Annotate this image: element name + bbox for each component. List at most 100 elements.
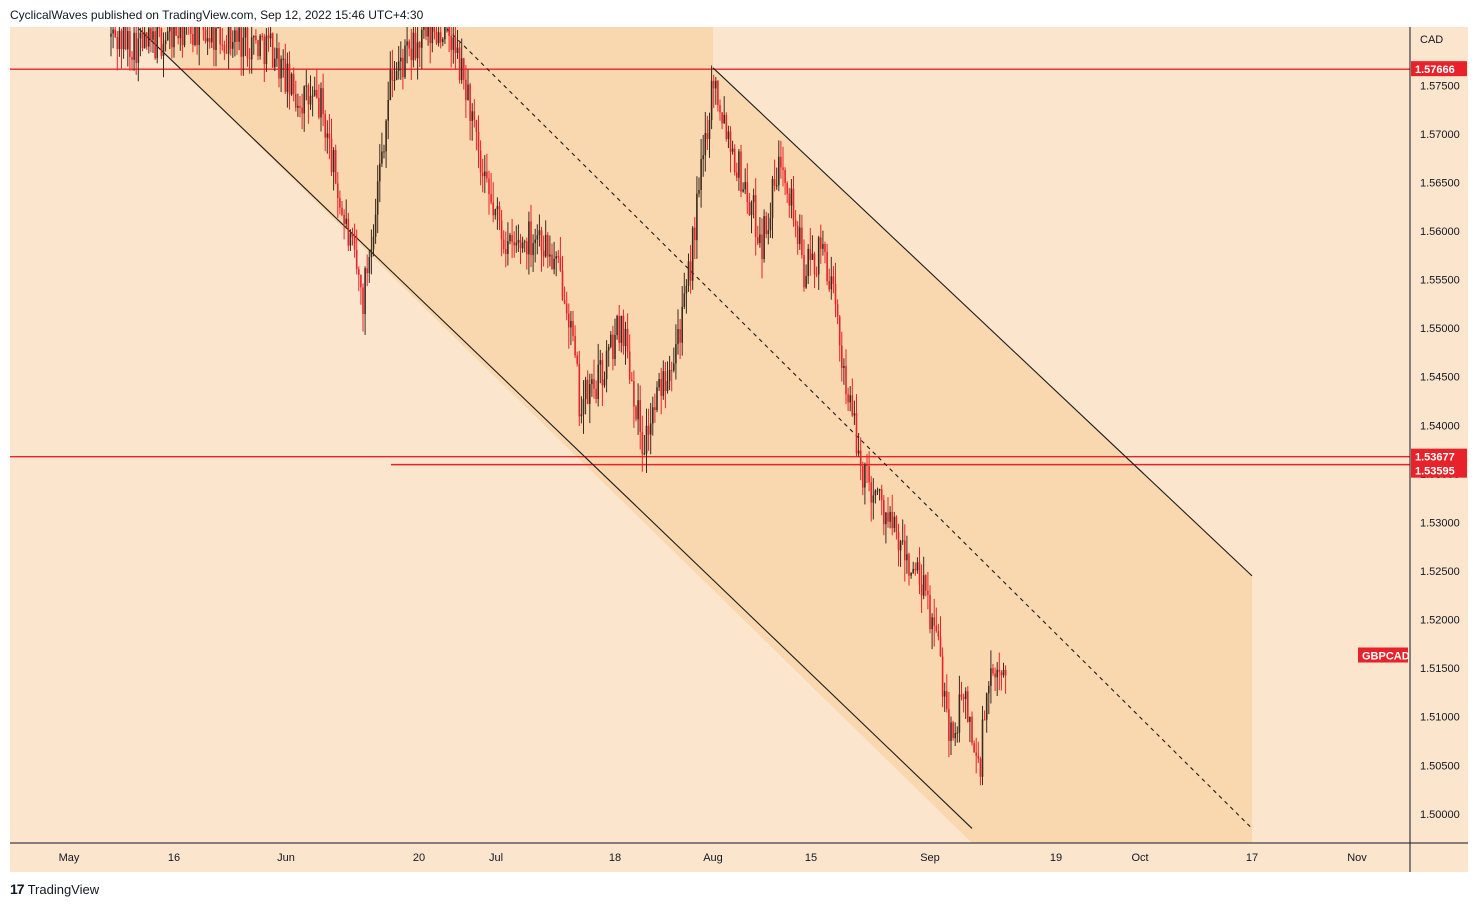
- candle-body: [675, 344, 677, 364]
- candle: [782, 146, 784, 187]
- candle: [761, 218, 763, 279]
- candle: [628, 334, 631, 385]
- candle-body: [337, 183, 339, 198]
- candle: [973, 740, 975, 753]
- candle-body: [500, 220, 503, 240]
- candle-body: [120, 30, 123, 50]
- candle: [551, 243, 553, 270]
- price-chart[interactable]: CAD 1.57500 1.57000 1.56500 1.56000 1.55500 1.…: [10, 27, 1468, 872]
- candle: [379, 144, 381, 203]
- candle: [389, 51, 392, 101]
- candle: [649, 402, 652, 455]
- candle-body: [565, 303, 568, 314]
- candle: [439, 27, 442, 49]
- candle-body: [148, 28, 150, 47]
- candle: [412, 27, 415, 68]
- candle-body: [311, 95, 314, 97]
- candle-body: [156, 27, 158, 59]
- candle-body: [765, 216, 767, 235]
- candle-body: [393, 79, 396, 81]
- candle: [160, 27, 163, 60]
- candle: [135, 27, 137, 75]
- candle-body: [116, 37, 119, 50]
- candle-body: [255, 35, 257, 41]
- candle-body: [370, 249, 373, 258]
- candle: [849, 385, 851, 412]
- candle-body: [706, 133, 709, 140]
- candle: [824, 241, 826, 264]
- candle: [990, 650, 992, 704]
- candle: [868, 451, 870, 492]
- candle-body: [124, 27, 127, 50]
- candle: [771, 175, 774, 239]
- candle: [488, 170, 490, 215]
- x-tick-label: 15: [805, 852, 817, 864]
- candle-body: [362, 287, 364, 315]
- candle: [465, 65, 467, 119]
- candle: [941, 647, 944, 708]
- candle-body: [614, 335, 616, 359]
- candle: [847, 387, 849, 412]
- candle: [416, 27, 419, 80]
- candle-body: [668, 369, 671, 382]
- candle-body: [530, 221, 532, 256]
- candle: [969, 716, 971, 743]
- candle: [670, 361, 673, 392]
- candle: [450, 27, 452, 68]
- candle: [964, 687, 967, 719]
- candle: [452, 27, 455, 64]
- candle: [229, 27, 232, 56]
- x-tick-label: May: [59, 852, 80, 864]
- x-tick-label: 19: [1050, 852, 1062, 864]
- candle-body: [557, 256, 560, 258]
- candle-body: [589, 384, 591, 404]
- candle-body: [561, 270, 564, 301]
- tradingview-logo[interactable]: 17 TradingView: [10, 881, 99, 897]
- candle-body: [353, 237, 356, 250]
- candle-body: [922, 575, 925, 596]
- candle: [830, 256, 833, 300]
- candle-body: [206, 38, 209, 42]
- candle: [555, 251, 557, 277]
- candle: [395, 62, 398, 81]
- candle: [515, 225, 518, 253]
- candle: [475, 119, 478, 151]
- candle-body: [542, 250, 545, 257]
- candle-body: [139, 32, 142, 39]
- candle: [202, 27, 205, 41]
- candle: [612, 325, 614, 371]
- candle-body: [334, 150, 337, 184]
- candle-body: [849, 395, 851, 403]
- candle: [593, 359, 595, 399]
- candle-body: [988, 685, 990, 694]
- level-badge-text: 1.53595: [1415, 466, 1455, 478]
- chart-area[interactable]: CAD 1.57500 1.57000 1.56500 1.56000 1.55500 1.…: [10, 27, 1468, 872]
- candle-body: [383, 151, 385, 153]
- candle-body: [717, 80, 719, 106]
- candle: [385, 119, 387, 168]
- candle-body: [859, 450, 862, 467]
- candle: [544, 220, 547, 258]
- candle: [939, 616, 942, 657]
- candle-body: [261, 35, 263, 37]
- candle-body: [133, 32, 135, 60]
- candle-body: [912, 569, 914, 573]
- candle-body: [444, 27, 446, 40]
- candle: [410, 29, 413, 81]
- candle-body: [160, 28, 163, 56]
- candle: [565, 291, 568, 321]
- candle-body: [410, 48, 413, 61]
- candle-body: [580, 414, 583, 417]
- candle: [547, 232, 549, 269]
- candle-body: [918, 562, 921, 585]
- candle: [721, 112, 723, 130]
- candle: [994, 667, 996, 692]
- candle-body: [771, 178, 774, 218]
- candle-body: [788, 193, 791, 206]
- candle-body: [513, 242, 515, 246]
- candle: [467, 69, 469, 101]
- candle: [584, 376, 587, 415]
- candle: [223, 40, 226, 60]
- candle-body: [647, 425, 650, 435]
- candle: [513, 231, 515, 258]
